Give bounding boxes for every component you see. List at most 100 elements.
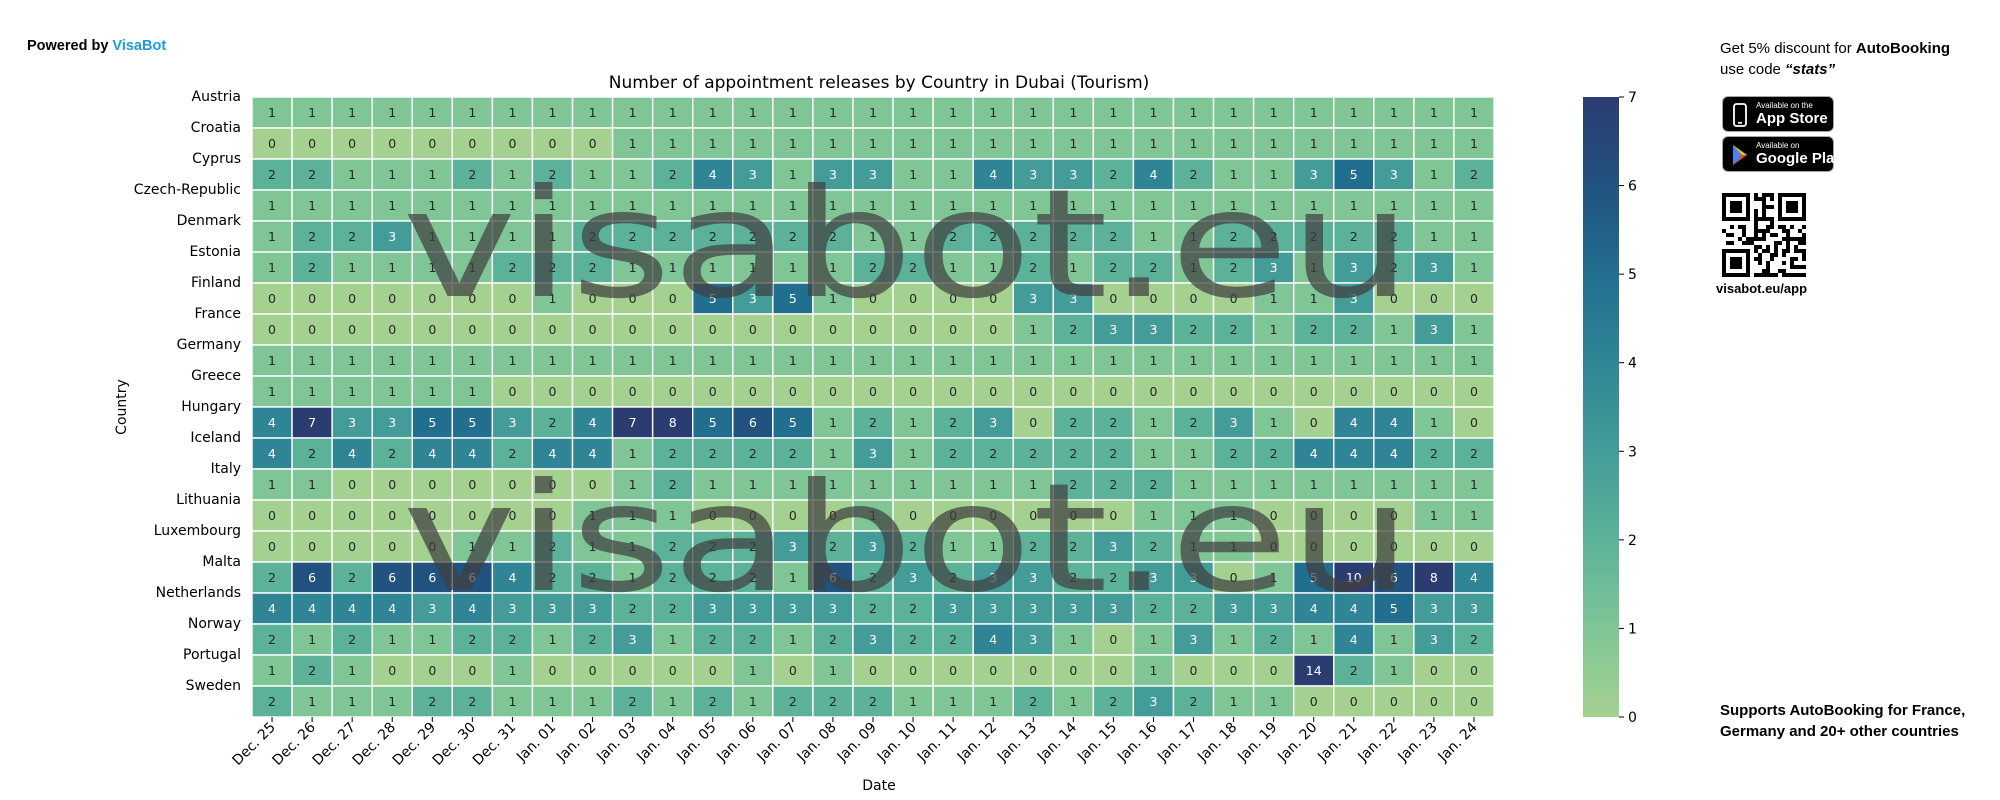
cell-value-label: 1 <box>1230 694 1238 709</box>
cell-value-label: 7 <box>629 415 637 430</box>
cell-value-label: 1 <box>1149 508 1157 523</box>
heatmap-cell <box>531 592 574 625</box>
cell-value-label: 0 <box>1190 663 1198 678</box>
cell-value-label: 1 <box>949 694 957 709</box>
cell-value-label: 0 <box>629 322 637 337</box>
cell-value-label: 0 <box>1390 291 1398 306</box>
cell-value-label: 1 <box>348 663 356 678</box>
cell-value-label: 2 <box>869 694 877 709</box>
cell-value-label: 2 <box>1109 229 1117 244</box>
cell-value-label: 0 <box>709 322 717 337</box>
cell-value-label: 1 <box>1190 105 1198 120</box>
cell-value-label: 1 <box>1390 198 1398 213</box>
cell-value-label: 0 <box>428 477 436 492</box>
google-play-button[interactable]: Available on Google Play <box>1722 136 1843 172</box>
cell-value-label: 0 <box>268 291 276 306</box>
cell-value-label: 3 <box>1149 322 1157 337</box>
qr-url-link[interactable]: visabot.eu/app <box>1716 281 1808 296</box>
heatmap-cell <box>732 96 774 129</box>
cell-value-label: 1 <box>1069 136 1077 151</box>
cell-value-label: 2 <box>869 260 877 275</box>
cell-value-label: 2 <box>709 446 717 461</box>
heatmap-cell <box>1453 189 1495 222</box>
heatmap-cell <box>732 468 774 501</box>
cell-value-label: 1 <box>549 291 557 306</box>
cell-value-label: 1 <box>428 105 436 120</box>
cell-value-label: 1 <box>1310 136 1318 151</box>
heatmap-cell <box>692 685 734 718</box>
cell-value-label: 0 <box>1310 384 1318 399</box>
cell-value-label: 2 <box>709 539 717 554</box>
cell-value-label: 5 <box>709 291 717 306</box>
y-tick-label: Germany <box>177 337 241 353</box>
heatmap-cell <box>932 127 974 160</box>
heatmap-cell <box>1132 344 1175 377</box>
cell-value-label: 5 <box>789 291 797 306</box>
cell-value-label: 1 <box>268 353 276 368</box>
y-axis-label: Country <box>114 379 130 435</box>
heatmap-cell <box>1172 437 1215 470</box>
cell-value-label: 3 <box>388 229 396 244</box>
cell-value-label: 1 <box>1149 229 1157 244</box>
x-tick-label: Jan. 01 <box>513 720 559 766</box>
heatmap-cell <box>892 96 934 129</box>
x-tick-label: Dec. 28 <box>350 720 399 769</box>
heatmap-cell <box>732 313 774 346</box>
cell-value-label: 1 <box>348 353 356 368</box>
promo-text: Get 5% discount for AutoBooking use code… <box>1720 40 1951 78</box>
cell-value-label: 2 <box>1270 632 1278 647</box>
cell-value-label: 1 <box>1390 632 1398 647</box>
cell-value-label: 1 <box>1149 663 1157 678</box>
cell-value-label: 1 <box>1109 198 1117 213</box>
heatmap-cell <box>531 685 574 718</box>
heatmap-cell <box>892 375 934 408</box>
heatmap-cell <box>972 468 1014 501</box>
app-store-button[interactable]: Available on the App Store <box>1722 96 1834 132</box>
heatmap-cell <box>531 654 574 687</box>
heatmap-cell <box>892 499 934 532</box>
cell-value-label: 3 <box>388 415 396 430</box>
heatmap-cell <box>1212 282 1255 315</box>
cell-value-label: 3 <box>1430 322 1438 337</box>
x-tick-label: Dec. 31 <box>470 720 519 769</box>
cell-value-label: 1 <box>348 260 356 275</box>
cell-value-label: 1 <box>388 105 396 120</box>
cell-value-label: 1 <box>1310 477 1318 492</box>
cell-value-label: 2 <box>1109 260 1117 275</box>
cell-value-label: 1 <box>629 539 637 554</box>
cell-value-label: 6 <box>829 570 837 585</box>
heatmap-cell <box>611 530 654 563</box>
heatmap-cell <box>291 685 333 718</box>
x-tick-label: Jan. 02 <box>553 720 599 766</box>
heatmap-cell <box>1052 468 1095 501</box>
cell-value-label: 1 <box>549 229 557 244</box>
heatmap-cell <box>451 282 494 315</box>
watermark-group: visabot.eu visabot.eu <box>402 158 1412 626</box>
cell-value-label: 1 <box>669 508 677 523</box>
qr-code-icon[interactable] <box>1722 193 1806 277</box>
cell-value-label: 1 <box>428 198 436 213</box>
cell-value-label: 3 <box>789 601 797 616</box>
cell-value-label: 1 <box>1230 477 1238 492</box>
cell-value-label: 2 <box>1230 322 1238 337</box>
cell-value-label: 3 <box>749 601 757 616</box>
heatmap-cell <box>1413 406 1455 439</box>
cell-value-label: 2 <box>1350 663 1358 678</box>
cell-value-label: 1 <box>1029 105 1037 120</box>
heatmap-cell <box>1172 685 1215 718</box>
heatmap-cell <box>651 654 694 687</box>
cell-value-label: 3 <box>869 539 877 554</box>
heatmap-cell <box>1092 96 1135 129</box>
cell-value-label: 0 <box>1270 663 1278 678</box>
cell-value-label: 4 <box>589 446 597 461</box>
cell-value-label: 0 <box>1029 663 1037 678</box>
cell-value-label: 0 <box>348 136 356 151</box>
cell-value-label: 0 <box>589 477 597 492</box>
heatmap-cell <box>1413 592 1455 625</box>
cell-value-label: 0 <box>348 477 356 492</box>
cell-value-label: 0 <box>1029 384 1037 399</box>
cell-value-label: 0 <box>669 384 677 399</box>
cell-value-label: 3 <box>1430 632 1438 647</box>
cell-value-label: 3 <box>949 601 957 616</box>
cell-value-label: 1 <box>749 663 757 678</box>
